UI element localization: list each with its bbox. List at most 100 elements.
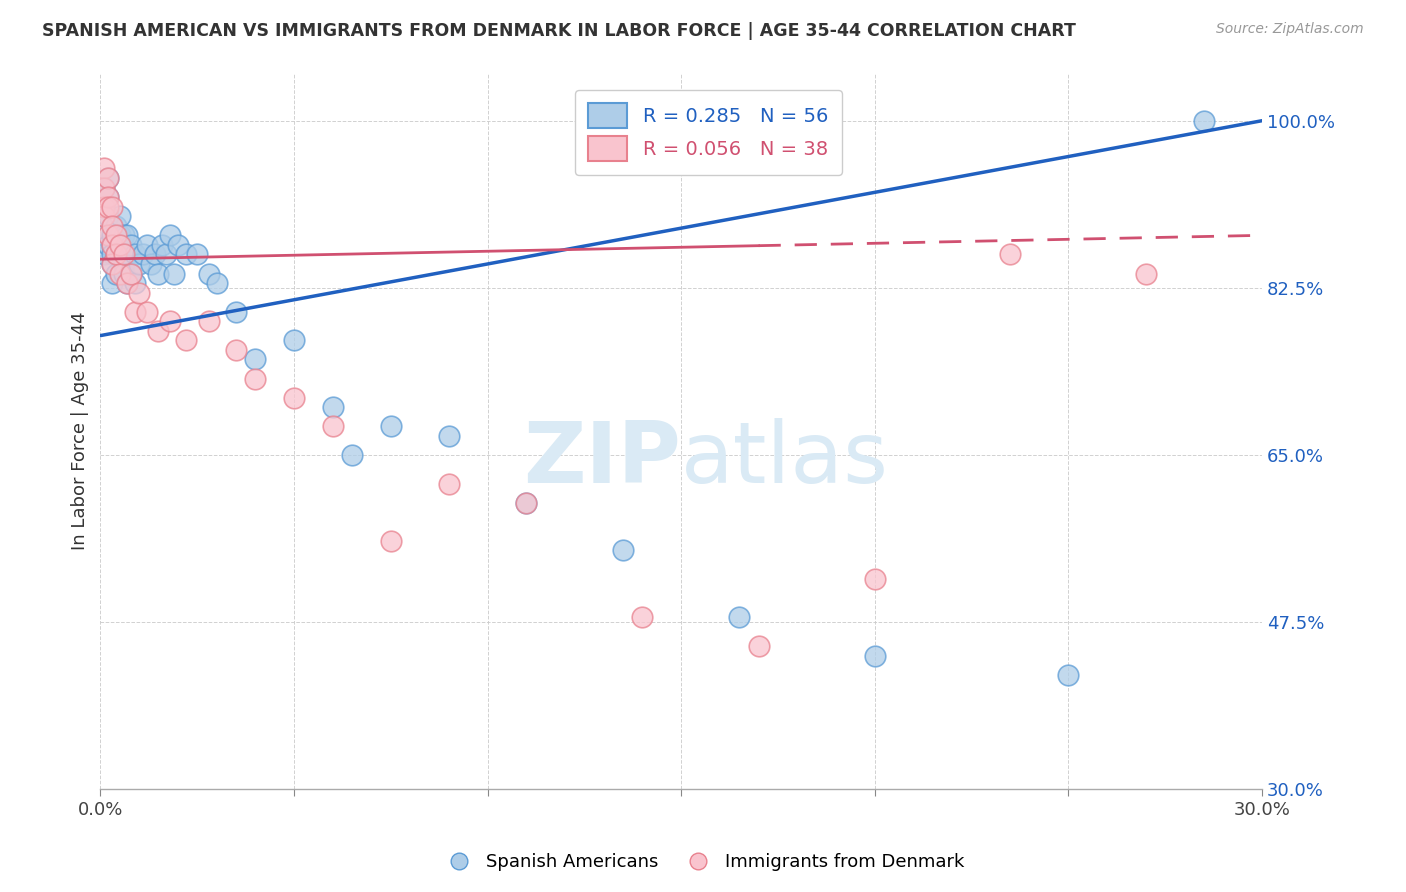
Point <box>117 276 139 290</box>
Point <box>631 610 654 624</box>
Point <box>174 247 197 261</box>
Point <box>1192 113 1215 128</box>
Point <box>104 247 127 261</box>
Text: atlas: atlas <box>681 418 889 501</box>
Point <box>728 610 751 624</box>
Text: SPANISH AMERICAN VS IMMIGRANTS FROM DENMARK IN LABOR FORCE | AGE 35-44 CORRELATI: SPANISH AMERICAN VS IMMIGRANTS FROM DENM… <box>42 22 1076 40</box>
Point <box>101 238 124 252</box>
Point <box>117 276 139 290</box>
Point <box>104 219 127 233</box>
Point <box>139 257 162 271</box>
Text: Source: ZipAtlas.com: Source: ZipAtlas.com <box>1216 22 1364 37</box>
Point <box>93 209 115 223</box>
Point <box>245 371 267 385</box>
Point <box>97 190 120 204</box>
Point <box>135 304 157 318</box>
Point <box>159 228 181 243</box>
Point <box>97 228 120 243</box>
Point <box>101 257 124 271</box>
Point <box>128 285 150 300</box>
Point <box>174 334 197 348</box>
Point <box>159 314 181 328</box>
Point <box>128 257 150 271</box>
Point <box>225 304 247 318</box>
Point <box>124 247 146 261</box>
Point <box>101 276 124 290</box>
Point <box>132 247 155 261</box>
Point <box>748 639 770 653</box>
Point <box>322 401 344 415</box>
Point <box>1057 667 1080 681</box>
Point <box>104 247 127 261</box>
Point <box>197 314 219 328</box>
Point <box>97 171 120 186</box>
Point <box>124 276 146 290</box>
Point <box>112 267 135 281</box>
Point <box>112 228 135 243</box>
Point <box>101 257 124 271</box>
Point <box>108 247 131 261</box>
Point <box>93 228 115 243</box>
Point <box>340 448 363 462</box>
Point <box>112 257 135 271</box>
Point <box>93 161 115 176</box>
Point <box>863 648 886 663</box>
Point <box>108 228 131 243</box>
Point <box>104 228 127 243</box>
Point <box>155 247 177 261</box>
Point <box>166 238 188 252</box>
Point <box>93 200 115 214</box>
Text: ZIP: ZIP <box>523 418 681 501</box>
Point <box>120 238 142 252</box>
Point <box>148 324 170 338</box>
Point <box>117 247 139 261</box>
Point <box>245 352 267 367</box>
Point <box>124 304 146 318</box>
Point <box>515 496 537 510</box>
Point <box>163 267 186 281</box>
Point <box>148 267 170 281</box>
Legend: R = 0.285   N = 56, R = 0.056   N = 38: R = 0.285 N = 56, R = 0.056 N = 38 <box>575 90 842 175</box>
Point <box>93 247 115 261</box>
Point <box>97 171 120 186</box>
Point <box>108 209 131 223</box>
Point <box>437 429 460 443</box>
Point <box>135 238 157 252</box>
Point <box>101 219 124 233</box>
Point <box>104 267 127 281</box>
Point <box>380 533 402 548</box>
Point <box>1000 247 1022 261</box>
Point <box>101 238 124 252</box>
Point <box>93 180 115 194</box>
Point <box>97 200 120 214</box>
Point <box>380 419 402 434</box>
Point <box>612 543 634 558</box>
Point <box>112 247 135 261</box>
Point <box>108 267 131 281</box>
Point <box>101 200 124 214</box>
Point <box>101 247 124 261</box>
Point <box>93 180 115 194</box>
Point <box>515 496 537 510</box>
Point <box>101 228 124 243</box>
Point <box>186 247 208 261</box>
Point <box>97 238 120 252</box>
Point <box>120 267 142 281</box>
Point <box>863 572 886 586</box>
Point <box>143 247 166 261</box>
Y-axis label: In Labor Force | Age 35-44: In Labor Force | Age 35-44 <box>72 312 89 550</box>
Point <box>205 276 228 290</box>
Point <box>283 334 305 348</box>
Point <box>108 238 131 252</box>
Point <box>283 391 305 405</box>
Point <box>437 476 460 491</box>
Point <box>97 209 120 223</box>
Point <box>150 238 173 252</box>
Point <box>120 267 142 281</box>
Point <box>197 267 219 281</box>
Point <box>322 419 344 434</box>
Legend: Spanish Americans, Immigrants from Denmark: Spanish Americans, Immigrants from Denma… <box>434 847 972 879</box>
Point <box>1135 267 1157 281</box>
Point <box>97 190 120 204</box>
Point <box>225 343 247 357</box>
